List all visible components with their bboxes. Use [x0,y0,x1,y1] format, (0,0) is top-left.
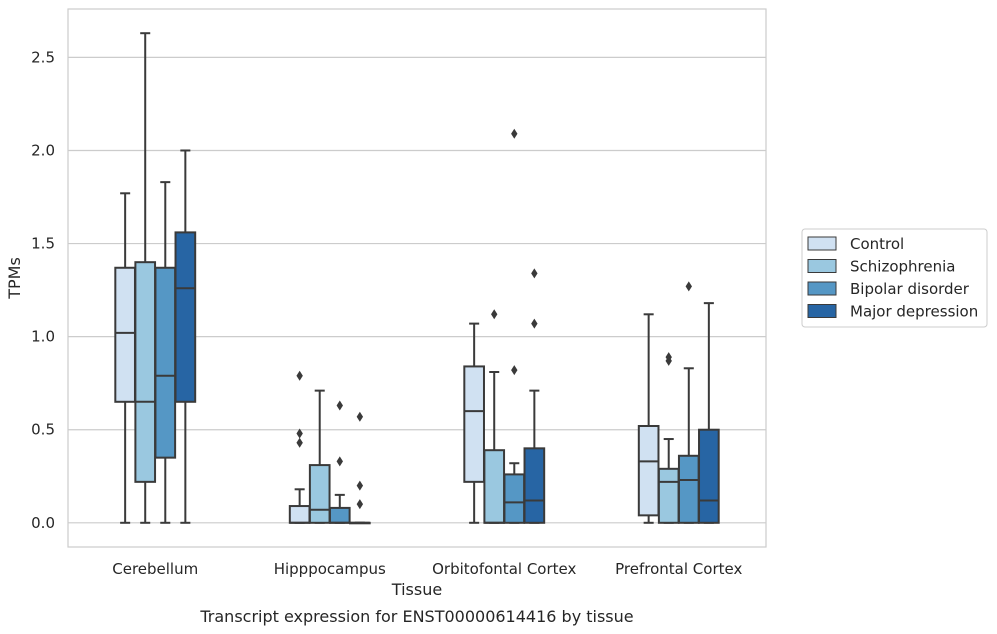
x-tick-label: Prefrontal Cortex [615,560,742,578]
legend-label: Control [850,235,904,253]
box-iqr [328,506,351,524]
x-tick-label: Hipppocampus [274,560,386,578]
y-tick-label: 2.0 [31,141,55,159]
outlier-point [531,268,538,279]
box-iqr [523,447,546,524]
box-iqr [677,454,700,524]
outlier-point [356,411,364,422]
y-tick-labels: 0.0 0.5 1.0 1.5 2.0 2.5 [31,48,55,531]
box-series [114,32,720,525]
y-tick-label: 1.5 [31,235,55,253]
y-axis-label: TPMs [5,257,24,300]
legend-label: Bipolar disorder [850,280,970,298]
legend-swatch [807,304,837,318]
outlier-point [296,370,303,381]
y-tick-label: 2.5 [31,48,55,66]
outlier-point [665,352,672,363]
box-iqr [174,231,197,403]
box-iqr [483,449,506,524]
plot-frame [67,8,767,548]
outlier-point [685,281,692,292]
legend-label: Major depression [850,303,978,321]
outlier-point [511,128,518,139]
legend-swatch [807,259,837,273]
chart-caption: Transcript expression for ENST0000061441… [199,607,633,626]
legend: Control Schizophrenia Bipolar disorder Majo… [801,228,988,328]
box-iqr [154,266,177,459]
box-iqr [134,261,157,483]
x-tick-label: Orbitofontal Cortex [432,560,576,578]
legend-frame [801,228,988,328]
box-iqr [657,467,680,524]
box-iqr [288,505,311,524]
outlier-point [296,428,303,439]
x-tick-labels: Cerebellum Hipppocampus Orbitofontal Corte… [112,560,742,578]
y-tick-label: 1.0 [31,328,55,346]
y-tick-label: 0.5 [31,421,55,439]
box-iqr [463,365,485,483]
outlier-point [296,437,303,448]
box-iqr [114,266,136,403]
box-iqr [698,428,720,524]
outlier-point [336,456,343,467]
legend-label: Schizophrenia [850,258,955,276]
x-axis-label: Tissue [391,580,442,599]
outlier-point [531,318,538,329]
y-tick-label: 0.0 [31,514,55,532]
outlier-point [491,309,498,320]
box-iqr [503,473,526,524]
legend-swatch [807,281,837,296]
x-tick-label: Cerebellum [112,560,198,578]
box-iqr [637,424,660,517]
outlier-point [356,499,364,510]
outlier-point [511,365,518,376]
legend-swatch [807,236,837,251]
box-iqr [308,464,331,524]
outlier-point [336,400,343,411]
outlier-point [356,480,364,491]
